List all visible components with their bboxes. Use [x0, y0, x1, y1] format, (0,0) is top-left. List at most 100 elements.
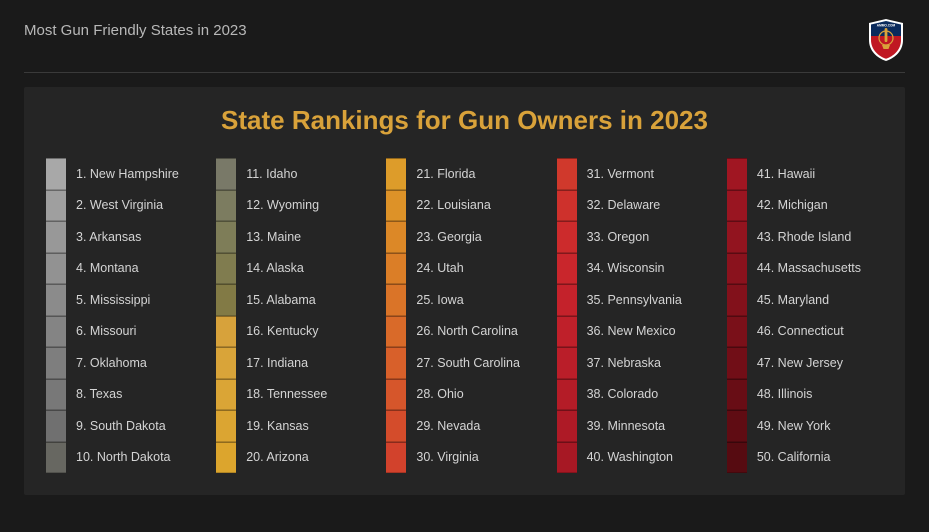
- rank-label: 36. New Mexico: [577, 324, 676, 338]
- ranking-row: 34. Wisconsin: [557, 253, 713, 285]
- ranking-row: 48. Illinois: [727, 379, 883, 411]
- rank-label: 47. New Jersey: [747, 356, 843, 370]
- ranking-row: 9. South Dakota: [46, 410, 202, 442]
- rank-label: 8. Texas: [66, 387, 122, 401]
- ranking-row: 32. Delaware: [557, 190, 713, 222]
- ranking-row: 29. Nevada: [386, 410, 542, 442]
- ranking-row: 5. Mississippi: [46, 284, 202, 316]
- rank-color-swatch: [46, 284, 66, 316]
- ranking-column: 41. Hawaii42. Michigan43. Rhode Island44…: [727, 158, 883, 473]
- ranking-row: 15. Alabama: [216, 284, 372, 316]
- rank-color-swatch: [216, 253, 236, 285]
- rank-label: 14. Alaska: [236, 261, 304, 275]
- ranking-column: 31. Vermont32. Delaware33. Oregon34. Wis…: [557, 158, 713, 473]
- ranking-row: 12. Wyoming: [216, 190, 372, 222]
- rank-label: 5. Mississippi: [66, 293, 150, 307]
- ranking-column: 11. Idaho 12. Wyoming13. Maine 14. Alaska 1…: [216, 158, 372, 473]
- ranking-row: 11. Idaho: [216, 158, 372, 190]
- rank-color-swatch: [386, 347, 406, 379]
- rank-color-swatch: [216, 284, 236, 316]
- rank-color-swatch: [727, 158, 747, 190]
- rank-label: 7. Oklahoma: [66, 356, 147, 370]
- rank-color-swatch: [46, 379, 66, 411]
- rank-color-swatch: [386, 221, 406, 253]
- ranking-row: 37. Nebraska: [557, 347, 713, 379]
- rank-label: 6. Missouri: [66, 324, 136, 338]
- ranking-row: 13. Maine: [216, 221, 372, 253]
- ranking-row: 23. Georgia: [386, 221, 542, 253]
- rank-label: 17. Indiana: [236, 356, 308, 370]
- ranking-row: 35. Pennsylvania: [557, 284, 713, 316]
- ranking-row: 47. New Jersey: [727, 347, 883, 379]
- rank-color-swatch: [216, 221, 236, 253]
- ranking-row: 21. Florida: [386, 158, 542, 190]
- rank-label: 3. Arkansas: [66, 230, 141, 244]
- ranking-columns: 1. New Hampshire 2. West Virginia 3. Arkan…: [46, 158, 883, 473]
- rank-color-swatch: [386, 190, 406, 222]
- ranking-row: 10. North Dakota: [46, 442, 202, 474]
- ranking-row: 8. Texas: [46, 379, 202, 411]
- rank-label: 20. Arizona: [236, 450, 309, 464]
- rank-color-swatch: [216, 158, 236, 190]
- rank-color-swatch: [557, 316, 577, 348]
- rank-label: 37. Nebraska: [577, 356, 661, 370]
- rank-color-swatch: [386, 442, 406, 474]
- rank-color-swatch: [386, 284, 406, 316]
- rank-label: 46. Connecticut: [747, 324, 844, 338]
- rank-color-swatch: [557, 410, 577, 442]
- rank-color-swatch: [386, 253, 406, 285]
- rank-color-swatch: [727, 410, 747, 442]
- rank-label: 39. Minnesota: [577, 419, 666, 433]
- ranking-row: 41. Hawaii: [727, 158, 883, 190]
- rank-label: 16. Kentucky: [236, 324, 318, 338]
- ranking-row: 42. Michigan: [727, 190, 883, 222]
- rank-label: 27. South Carolina: [406, 356, 520, 370]
- rank-label: 35. Pennsylvania: [577, 293, 682, 307]
- rank-label: 25. Iowa: [406, 293, 463, 307]
- rank-label: 1. New Hampshire: [66, 167, 179, 181]
- rank-label: 42. Michigan: [747, 198, 828, 212]
- rank-label: 41. Hawaii: [747, 167, 815, 181]
- ranking-row: 3. Arkansas: [46, 221, 202, 253]
- header: Most Gun Friendly States in 2023 AMMO.CO…: [24, 18, 905, 73]
- rank-color-swatch: [386, 379, 406, 411]
- ranking-row: 45. Maryland: [727, 284, 883, 316]
- rank-color-swatch: [386, 158, 406, 190]
- rank-label: 50. California: [747, 450, 831, 464]
- ranking-row: 24. Utah: [386, 253, 542, 285]
- ranking-row: 38. Colorado: [557, 379, 713, 411]
- rank-color-swatch: [557, 221, 577, 253]
- rank-label: 49. New York: [747, 419, 831, 433]
- rank-label: 30. Virginia: [406, 450, 478, 464]
- ranking-row: 2. West Virginia: [46, 190, 202, 222]
- rank-color-swatch: [216, 316, 236, 348]
- main-title: State Rankings for Gun Owners in 2023: [46, 105, 883, 136]
- ranking-row: 19. Kansas: [216, 410, 372, 442]
- rank-label: 33. Oregon: [577, 230, 650, 244]
- rank-color-swatch: [727, 442, 747, 474]
- rank-label: 9. South Dakota: [66, 419, 166, 433]
- rank-color-swatch: [727, 284, 747, 316]
- rank-color-swatch: [557, 190, 577, 222]
- rank-label: 48. Illinois: [747, 387, 813, 401]
- rank-color-swatch: [727, 190, 747, 222]
- ranking-row: 30. Virginia: [386, 442, 542, 474]
- ranking-row: 50. California: [727, 442, 883, 474]
- rank-color-swatch: [727, 316, 747, 348]
- rank-label: 11. Idaho: [236, 167, 297, 181]
- ranking-row: 1. New Hampshire: [46, 158, 202, 190]
- rank-label: 40. Washington: [577, 450, 673, 464]
- rank-color-swatch: [727, 379, 747, 411]
- rank-color-swatch: [46, 190, 66, 222]
- ranking-row: 18. Tennessee: [216, 379, 372, 411]
- header-title: Most Gun Friendly States in 2023: [24, 18, 247, 39]
- rank-color-swatch: [46, 347, 66, 379]
- rank-label: 21. Florida: [406, 167, 475, 181]
- rank-label: 2. West Virginia: [66, 198, 163, 212]
- rank-color-swatch: [216, 347, 236, 379]
- svg-text:AMMO.COM: AMMO.COM: [877, 24, 896, 28]
- ranking-row: 20. Arizona: [216, 442, 372, 474]
- ranking-row: 26. North Carolina: [386, 316, 542, 348]
- rank-color-swatch: [557, 347, 577, 379]
- rank-color-swatch: [727, 347, 747, 379]
